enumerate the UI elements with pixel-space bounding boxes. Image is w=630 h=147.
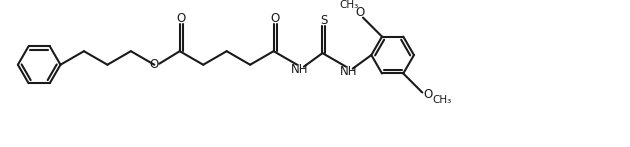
Text: O: O [423,88,433,101]
Text: NH: NH [340,65,358,78]
Text: S: S [320,14,328,27]
Text: CH₃: CH₃ [339,0,358,10]
Text: O: O [355,6,365,19]
Text: O: O [270,12,280,25]
Text: O: O [150,58,159,71]
Text: O: O [176,12,186,25]
Text: CH₃: CH₃ [432,95,451,105]
Text: NH: NH [291,63,309,76]
